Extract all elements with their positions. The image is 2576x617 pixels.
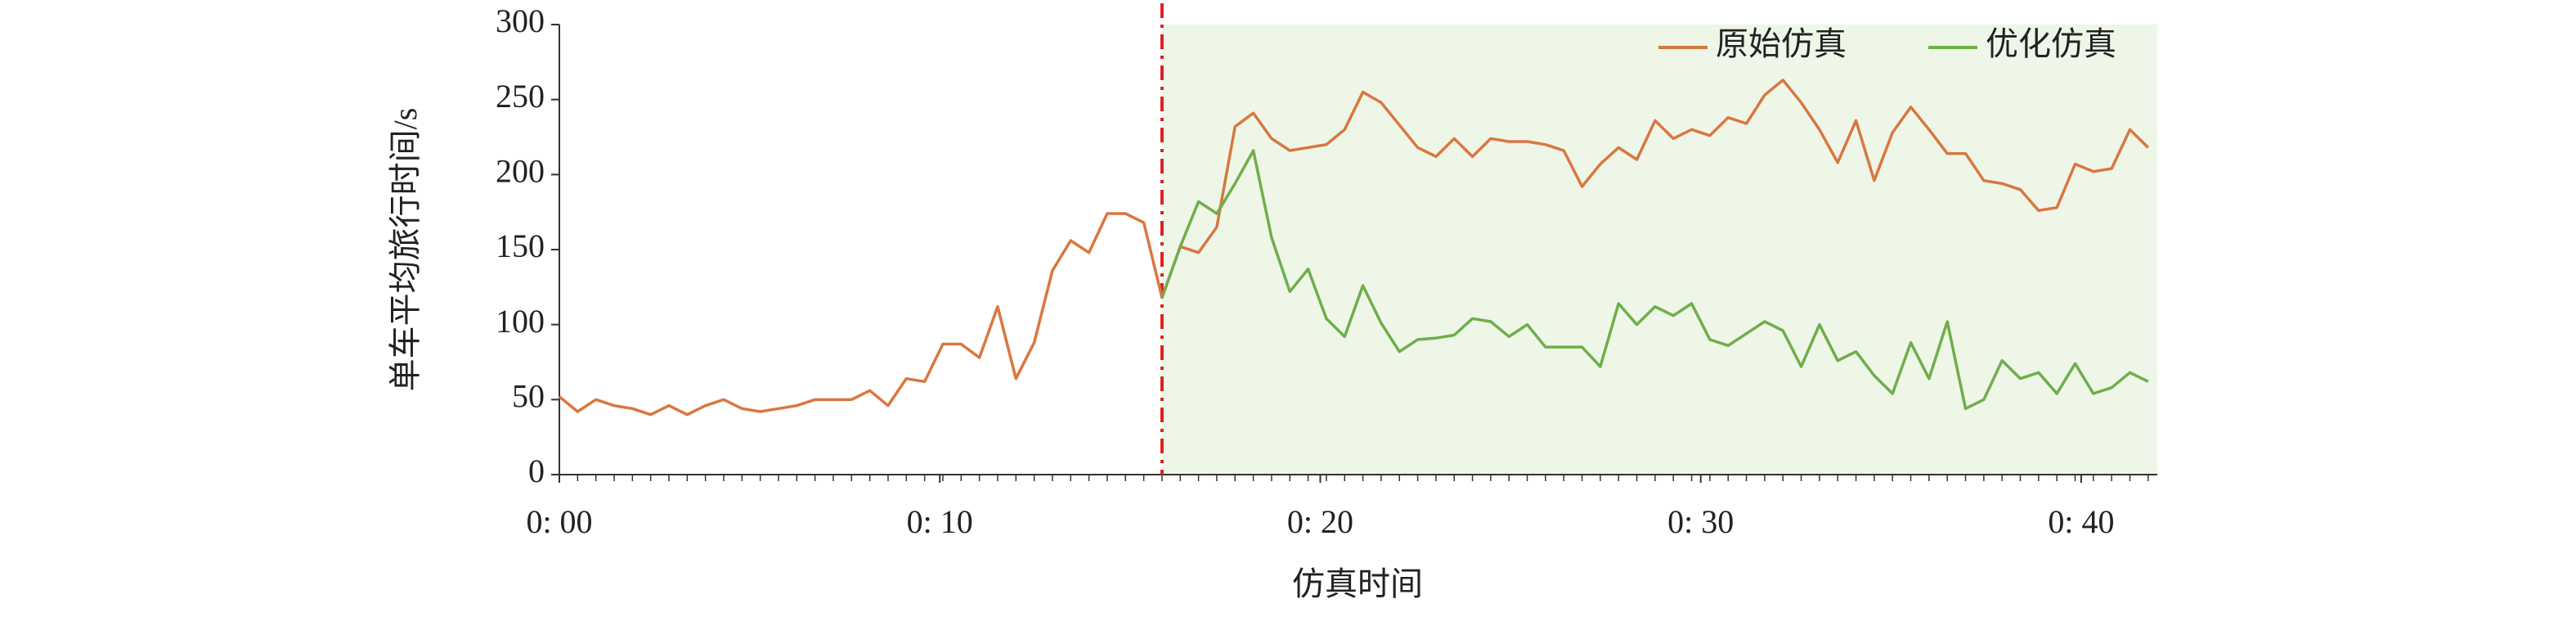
x-tick-label: 0: 40 [2048,503,2114,540]
y-axis-title: 单车平均旅行时间/s [387,108,424,392]
y-tick-label: 150 [496,227,545,264]
y-tick-label: 100 [496,303,545,340]
series-line [558,79,2150,417]
y-tick-label: 0 [528,453,545,489]
y-tick-label: 250 [496,78,545,115]
y-tick-label: 200 [496,153,545,190]
legend-label: 原始仿真 [1716,25,1847,62]
x-tick-label: 0: 30 [1667,503,1734,540]
legend-label: 优化仿真 [1986,25,2116,62]
shaded-region [1161,25,2157,475]
x-tick-label: 0: 20 [1287,503,1353,540]
x-axis-title: 仿真时间 [1292,565,1423,602]
y-tick-label: 50 [512,378,545,415]
y-tick-label: 300 [496,2,545,39]
series-line [1160,149,2149,411]
x-tick-label: 0: 00 [526,503,592,540]
x-tick-label: 0: 10 [907,503,973,540]
